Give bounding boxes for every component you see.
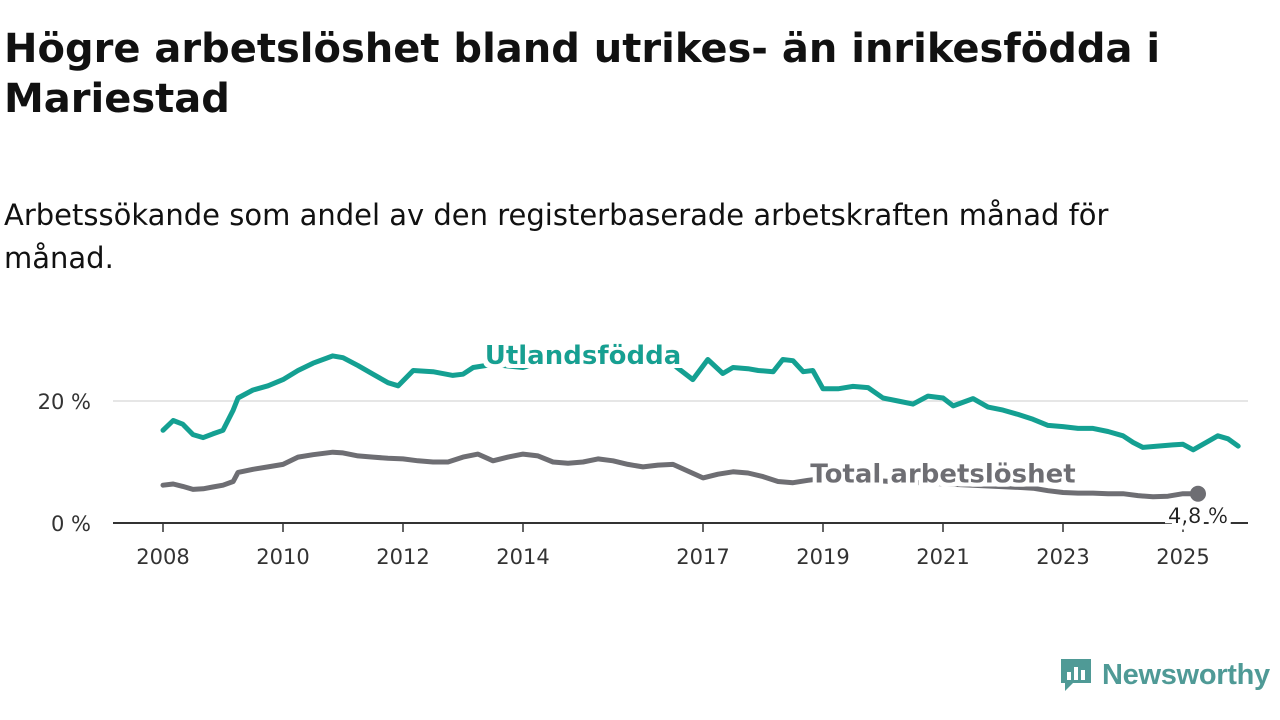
x-tick-label: 2019 [796,545,849,569]
newsworthy-logo-icon [1061,659,1091,691]
series-line-total [160,449,1201,500]
chart-subtitle: Arbetssökande som andel av den registerb… [4,198,1109,275]
chart-title: Högre arbetslöshet bland utrikes- än inr… [4,26,1161,122]
series-label: Utlandsfödda [485,341,682,371]
x-tick-label: 2014 [496,545,549,569]
x-tick-label: 2010 [256,545,309,569]
newsworthy-brand: Newsworthy [1059,655,1270,695]
x-tick-label: 2012 [376,545,429,569]
x-tick-label: 2025 [1156,545,1209,569]
end-value-label: 4,8 % [1168,504,1228,528]
series-line-utlandsfodda [160,350,1241,453]
x-tick-label: 2023 [1036,545,1089,569]
x-tick-label: 2021 [916,545,969,569]
x-tick-label: 2008 [136,545,189,569]
series-label: Total arbetslöshet [810,460,1075,490]
y-tick-label: 0 % [51,512,91,536]
x-tick-label: 2017 [676,545,729,569]
end-point-marker [1190,485,1206,502]
y-tick-label: 20 % [38,390,91,414]
brand-name: Newsworthy [1102,658,1270,691]
